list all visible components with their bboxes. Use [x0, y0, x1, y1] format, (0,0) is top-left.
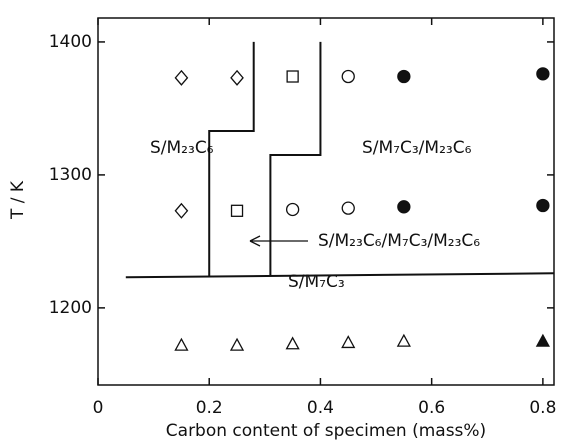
x-tick-label: 0.4	[307, 398, 334, 418]
y-tick-label: 1200	[49, 298, 92, 318]
circle-marker	[341, 69, 355, 84]
triangle-marker	[229, 337, 245, 351]
circle-marker	[397, 200, 411, 214]
phase-label: S/M₂₃C₆/M₇C₃/M₂₃C₆	[318, 231, 480, 251]
x-tick-label: 0.2	[196, 398, 223, 418]
diamond-marker	[174, 69, 189, 86]
triangle-marker	[174, 337, 189, 351]
triangle-marker	[535, 333, 550, 347]
diamond-marker	[230, 69, 244, 86]
arrow-head	[249, 235, 261, 247]
triangle-marker	[396, 333, 411, 347]
phase-label: S/M₂₃C₆	[150, 138, 214, 158]
x-tick-label: 0	[93, 398, 104, 418]
y-tick-label: 1300	[49, 165, 92, 185]
circle-marker	[536, 198, 550, 213]
triangle-marker	[285, 336, 300, 350]
circle-marker	[536, 67, 550, 81]
square-marker	[230, 204, 244, 217]
diamond-marker	[174, 202, 189, 219]
x-tick-label: 0.6	[418, 398, 445, 418]
phase-boundary	[269, 41, 322, 276]
triangle-marker	[341, 335, 356, 349]
circle-marker	[397, 69, 411, 84]
x-axis-label: Carbon content of specimen (mass%)	[166, 421, 486, 441]
phase-boundary	[208, 41, 255, 276]
y-tick-label: 1400	[49, 32, 92, 52]
y-axis-label: T / K	[8, 180, 28, 220]
phase-label: S/M₇C₃/M₂₃C₆	[362, 138, 472, 158]
x-tick-label: 0.8	[529, 398, 556, 418]
plot-frame	[97, 17, 555, 386]
circle-marker	[285, 202, 300, 217]
phase-boundary	[125, 272, 555, 279]
phase-label: S/M₇C₃	[288, 272, 345, 292]
circle-marker	[341, 201, 355, 215]
square-marker	[286, 70, 299, 83]
